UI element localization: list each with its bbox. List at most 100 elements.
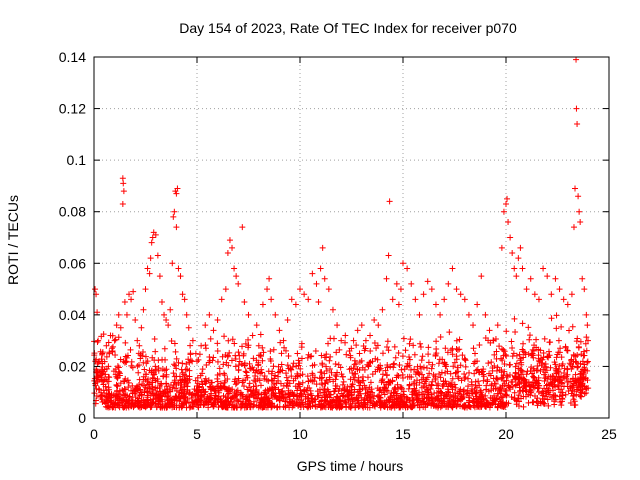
x-tick-label: 5	[193, 426, 201, 442]
background-point	[214, 340, 221, 347]
data-point	[126, 291, 133, 298]
background-point	[509, 344, 516, 351]
y-tick-label: 0.04	[59, 307, 86, 323]
background-point	[466, 403, 473, 410]
background-point	[168, 401, 175, 408]
data-point	[297, 286, 303, 293]
background-point	[582, 386, 589, 393]
data-point	[342, 332, 349, 339]
background-point	[524, 368, 531, 375]
background-point	[124, 377, 131, 384]
background-point	[478, 368, 485, 375]
data-point	[173, 224, 180, 231]
background-point	[392, 354, 399, 361]
data-point	[222, 286, 229, 293]
background-point	[516, 388, 523, 395]
background-point	[486, 404, 493, 411]
background-point	[372, 368, 379, 375]
background-point	[172, 393, 179, 400]
background-point	[317, 369, 324, 376]
background-point	[473, 396, 480, 403]
background-point	[141, 388, 148, 395]
background-point	[236, 352, 243, 359]
background-point	[328, 398, 335, 405]
background-point	[105, 339, 112, 346]
background-point	[257, 331, 264, 338]
background-point	[295, 357, 302, 364]
background-point	[419, 353, 426, 360]
background-point	[574, 364, 581, 371]
background-point	[531, 384, 538, 391]
background-point	[489, 400, 496, 407]
data-point	[570, 224, 577, 231]
background-point	[410, 342, 417, 349]
background-point	[223, 359, 230, 366]
background-point	[250, 366, 257, 373]
data-point	[544, 273, 551, 280]
background-point	[377, 365, 384, 372]
data-point	[241, 298, 248, 305]
background-point	[120, 378, 127, 385]
background-point	[395, 385, 402, 392]
background-point	[531, 367, 538, 374]
background-point	[355, 403, 362, 410]
background-point	[347, 400, 354, 407]
background-point	[288, 373, 295, 380]
background-point	[305, 400, 312, 407]
y-tick-label: 0.08	[59, 204, 86, 220]
background-point	[451, 381, 458, 388]
background-point	[261, 375, 268, 382]
background-point	[257, 382, 264, 389]
background-point	[534, 367, 541, 374]
background-point	[263, 376, 270, 383]
background-point	[399, 353, 406, 360]
background-point	[483, 399, 490, 406]
data-point	[185, 324, 192, 331]
background-point	[334, 369, 341, 376]
background-point	[200, 394, 207, 401]
background-point	[323, 354, 330, 361]
data-point	[408, 280, 415, 287]
background-point	[409, 404, 416, 411]
background-point	[106, 349, 113, 356]
background-point	[183, 361, 190, 368]
data-point	[432, 301, 439, 308]
background-point	[404, 362, 411, 369]
background-point	[479, 401, 486, 408]
data-point	[154, 252, 161, 259]
data-point	[119, 200, 126, 207]
background-point	[216, 365, 223, 372]
background-point	[445, 400, 452, 407]
background-point	[112, 336, 119, 343]
background-point	[350, 374, 357, 381]
background-point	[465, 375, 472, 382]
background-point	[520, 403, 527, 410]
data-point	[449, 265, 456, 272]
background-point	[201, 377, 208, 384]
background-point	[466, 369, 473, 376]
background-point	[451, 359, 458, 366]
background-point	[125, 397, 132, 404]
data-point	[441, 296, 448, 303]
data-point	[99, 350, 106, 357]
background-point	[425, 344, 432, 351]
background-point	[454, 398, 461, 405]
background-point	[155, 367, 162, 374]
background-point	[515, 402, 522, 409]
background-point	[465, 394, 472, 401]
background-point	[245, 344, 252, 351]
background-point	[323, 363, 330, 370]
data-point	[437, 311, 444, 318]
background-point	[544, 353, 551, 360]
background-point	[424, 364, 431, 371]
data-point	[482, 311, 489, 318]
background-point	[508, 379, 515, 386]
data-point	[140, 306, 147, 313]
background-point	[505, 400, 512, 407]
background-point	[298, 344, 305, 351]
background-point	[535, 352, 542, 359]
background-point	[241, 360, 248, 367]
background-point	[284, 362, 291, 369]
background-point	[348, 392, 355, 399]
